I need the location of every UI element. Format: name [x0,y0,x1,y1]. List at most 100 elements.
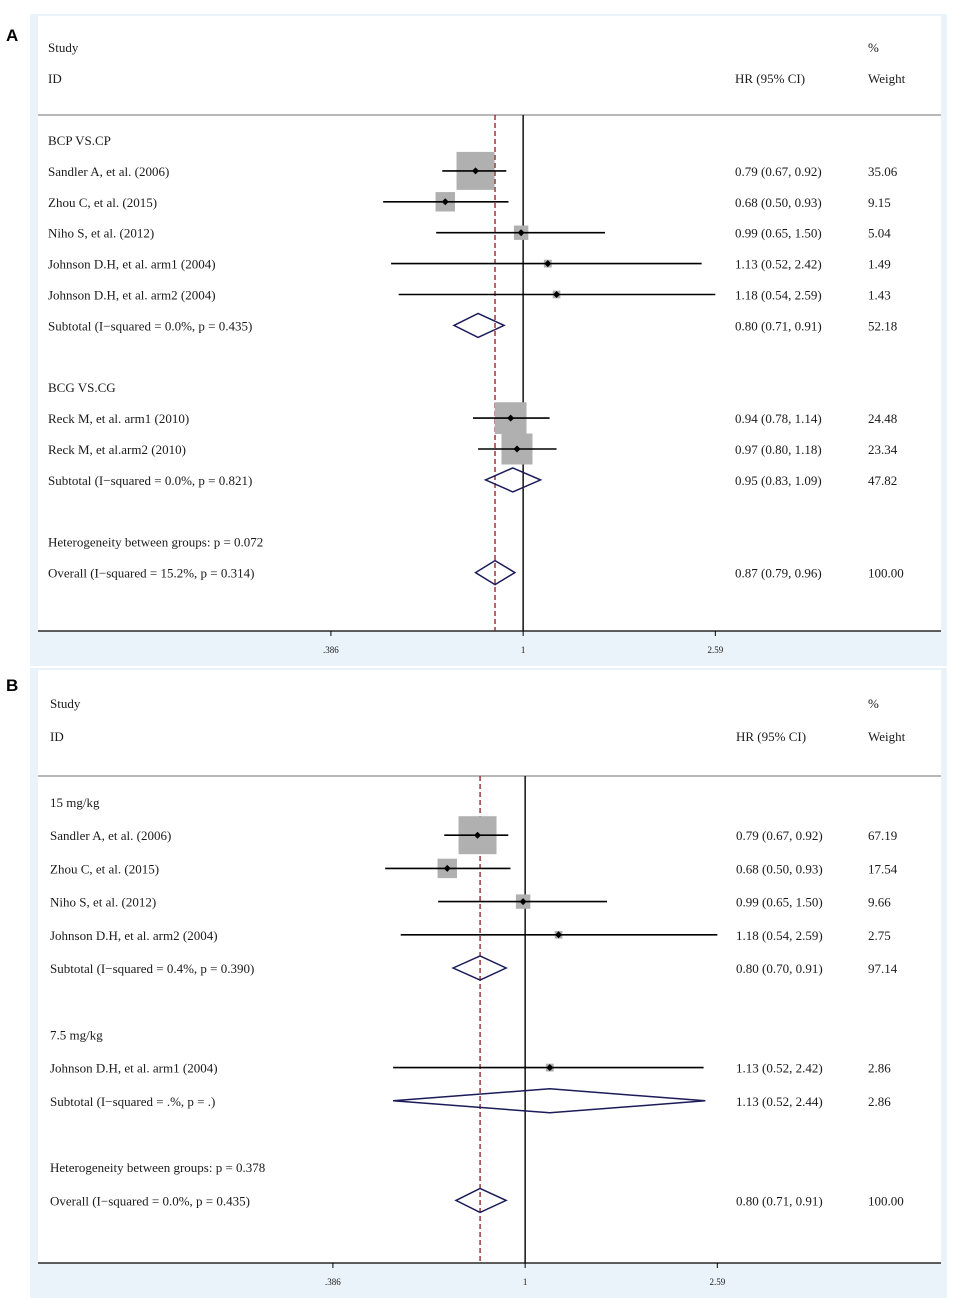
study-label: Johnson D.H, et al. arm2 (2004) [50,928,218,943]
study-weight-text: 9.15 [868,195,891,210]
overall-ci-text: 0.80 (0.71, 0.91) [736,1193,823,1208]
x-tick-label: .386 [323,645,339,655]
overall-ci-text: 0.87 (0.79, 0.96) [735,566,822,581]
study-point-estimate [513,445,521,453]
study-point-estimate [519,898,527,906]
study-weight-text: 2.75 [868,928,891,943]
subgroup-label: 15 mg/kg [50,795,100,810]
subgroup-label: 7.5 mg/kg [50,1027,103,1042]
subgroup-label: BCG VS.CG [48,380,116,395]
study-point-estimate [544,260,552,268]
study-label: Sandler A, et al. (2006) [50,828,171,843]
subtotal-diamond [451,955,508,981]
study-ci-text: 0.97 (0.80, 1.18) [735,442,822,457]
study-label: Zhou C, et al. (2015) [48,195,157,210]
study-point-estimate [474,831,482,839]
study-label: Niho S, et al. (2012) [50,895,156,910]
subtotal-weight-text: 52.18 [868,318,897,333]
subtotal-label: Subtotal (I−squared = 0.0%, p = 0.821) [48,473,252,488]
study-weight-text: 17.54 [868,861,898,876]
forest-plot-b: Study ID HR (95% CI)% Weight .386 1 2.59 15 mg/… [38,670,941,1287]
subtotal-weight-text: 47.82 [868,473,897,488]
study-weight-text: 1.43 [868,288,891,303]
subtotal-ci-text: 0.80 (0.71, 0.91) [735,318,822,333]
panel-label-a: A [6,26,19,45]
study-weight-text: 35.06 [868,164,898,179]
study-weight-text: 1.49 [868,257,891,272]
plot-area [38,670,941,1263]
panel-label-b: B [6,676,19,695]
study-ci-text: 0.99 (0.65, 1.50) [735,226,822,241]
study-point-estimate [555,931,563,939]
study-label: Niho S, et al. (2012) [48,226,154,241]
study-point-estimate [546,1064,554,1072]
overall-weight-text: 100.00 [868,566,904,581]
study-ci-text: 0.79 (0.67, 0.92) [735,164,822,179]
study-point-estimate [441,198,449,206]
study-label: Reck M, et al.arm2 (2010) [48,442,186,457]
x-tick-label: 1 [521,645,526,655]
forest-plot-a: Study ID HR (95% CI)% Weight .386 1 2.59 BCP VS… [38,16,941,655]
study-weight-text: 23.34 [868,442,898,457]
subtotal-weight-text: 2.86 [868,1094,891,1109]
study-weight-text: 9.66 [868,895,891,910]
subtotal-ci-text: 0.80 (0.70, 0.91) [736,961,823,976]
study-ci-text: 0.68 (0.50, 0.93) [736,861,823,876]
overall-label: Overall (I−squared = 0.0%, p = 0.435) [50,1193,250,1208]
study-label: Reck M, et al. arm1 (2010) [48,411,189,426]
study-ci-text: 1.18 (0.54, 2.59) [736,928,823,943]
study-label: Sandler A, et al. (2006) [48,164,169,179]
subtotal-ci-text: 1.13 (0.52, 2.44) [736,1094,823,1109]
study-ci-text: 0.94 (0.78, 1.14) [735,411,822,426]
study-weight-text: 24.48 [868,411,897,426]
header-hr: HR (95% CI) [736,729,806,744]
subtotal-diamond [483,467,543,493]
study-ci-text: 1.13 (0.52, 2.42) [736,1061,823,1076]
subtotal-label: Subtotal (I−squared = 0.4%, p = 0.390) [50,961,254,976]
subtotal-diamond [452,312,506,339]
plot-area [38,16,941,631]
header-study: Study [50,696,81,711]
subtotal-ci-text: 0.95 (0.83, 1.09) [735,473,822,488]
subtotal-label: Subtotal (I−squared = .%, p = .) [50,1094,215,1109]
subgroup-label: BCP VS.CP [48,133,111,148]
header-hr: HR (95% CI) [735,71,805,86]
header-study: Study [48,40,79,55]
study-ci-text: 0.99 (0.65, 1.50) [736,895,823,910]
x-tick-label: 2.59 [707,645,723,655]
x-tick-label: 2.59 [709,1277,725,1287]
study-point-estimate [553,291,561,298]
header-percent: % [868,696,879,711]
subtotal-weight-text: 97.14 [868,961,898,976]
header-percent: % [868,40,879,55]
study-weight-text: 5.04 [868,226,891,241]
study-label: Johnson D.H, et al. arm1 (2004) [50,1061,218,1076]
study-point-estimate [517,229,525,237]
subtotal-label: Subtotal (I−squared = 0.0%, p = 0.435) [48,318,252,333]
study-ci-text: 0.79 (0.67, 0.92) [736,828,823,843]
x-tick-label: 1 [523,1277,528,1287]
study-label: Johnson D.H, et al. arm1 (2004) [48,257,216,272]
subtotal-diamond [393,1088,706,1114]
header-id: ID [50,729,64,744]
study-point-estimate [443,864,451,872]
overall-label: Overall (I−squared = 15.2%, p = 0.314) [48,566,254,581]
overall-weight-text: 100.00 [868,1193,904,1208]
header-id: ID [48,71,62,86]
forest-plot-panel-a: Study ID HR (95% CI)% Weight .386 1 2.59 BCP VS… [30,14,947,666]
study-ci-text: 1.18 (0.54, 2.59) [735,288,822,303]
study-label: Johnson D.H, et al. arm2 (2004) [48,288,216,303]
forest-plot-panel-b: Study ID HR (95% CI)% Weight .386 1 2.59 15 mg/… [30,668,947,1298]
heterogeneity-label: Heterogeneity between groups: p = 0.378 [50,1160,265,1175]
study-label: Zhou C, et al. (2015) [50,861,159,876]
header-weight: Weight [868,729,906,744]
study-point-estimate [472,167,480,175]
x-tick-label: .386 [325,1277,341,1287]
study-ci-text: 0.68 (0.50, 0.93) [735,195,822,210]
overall-diamond [454,1187,508,1214]
overall-diamond [474,559,517,586]
heterogeneity-label: Heterogeneity between groups: p = 0.072 [48,535,263,550]
header-weight: Weight [868,71,906,86]
study-weight-text: 67.19 [868,828,897,843]
study-ci-text: 1.13 (0.52, 2.42) [735,257,822,272]
